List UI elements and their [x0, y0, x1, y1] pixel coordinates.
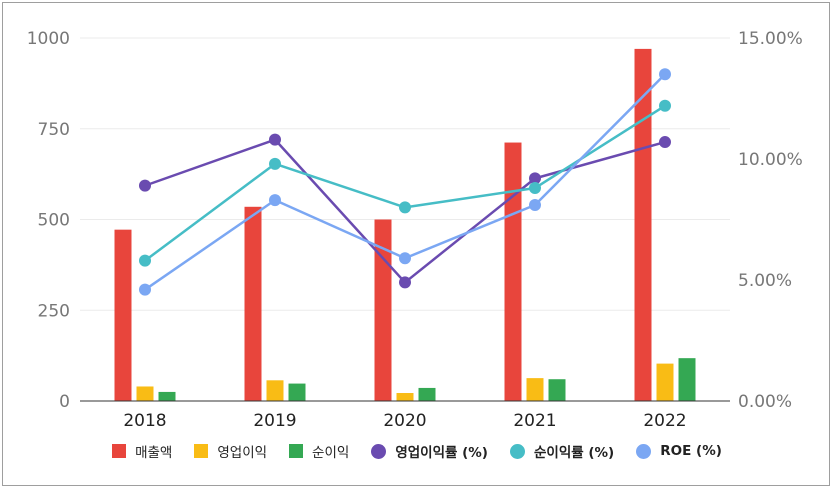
series-point: [529, 198, 541, 211]
legend-marker: [509, 443, 525, 459]
line-series: [139, 68, 671, 296]
legend-label: 영업이익률 (%): [395, 445, 488, 461]
series-point: [529, 172, 541, 185]
series-point: [269, 157, 281, 170]
legend-swatch: [112, 444, 127, 458]
y-right-tick-label: 0.00%: [738, 392, 792, 412]
series-point: [659, 68, 671, 81]
bar: [244, 206, 262, 401]
series-point: [659, 136, 671, 149]
y-right-tick-label: 15.00%: [738, 29, 803, 49]
bar: [656, 363, 674, 401]
series-point: [139, 283, 151, 296]
legend-swatch: [289, 444, 304, 458]
legend-label: 영업이익: [217, 445, 268, 461]
legend-item-net-profit[interactable]: 순이익: [289, 441, 349, 461]
bar: [678, 358, 696, 401]
y-left-tick-label: 0: [59, 392, 70, 412]
x-tick-labels: 2018 2019 2020 2021 2022: [123, 411, 686, 431]
series-point: [269, 133, 281, 146]
legend-label: 순이익률 (%): [533, 445, 615, 461]
legend-label: ROE (%): [660, 443, 722, 459]
legend-item-operating-margin[interactable]: 영업이익률 (%): [371, 441, 488, 461]
bar: [158, 391, 176, 401]
legend-swatch: [194, 444, 209, 458]
legend-marker: [636, 443, 652, 459]
bar: [266, 380, 284, 401]
series-point: [659, 99, 671, 112]
bar: [634, 48, 652, 401]
series-point: [399, 276, 411, 289]
combo-chart: 0 250 500 750 1000 0.00% 5.00% 10.00% 15.00% 20…: [27, 29, 803, 431]
legend-item-operating-profit[interactable]: 영업이익: [194, 441, 267, 461]
bar: [526, 378, 544, 401]
series-point: [529, 182, 541, 195]
grid-lines: [80, 37, 730, 311]
bar: [288, 383, 306, 401]
legend-label: 매출액: [135, 445, 173, 461]
bar: [114, 229, 132, 401]
y-left-tick-label: 750: [38, 120, 70, 140]
x-tick-label: 2019: [253, 411, 296, 431]
series-point: [139, 254, 151, 267]
series-point: [399, 252, 411, 265]
legend-item-net-margin[interactable]: 순이익률 (%): [509, 441, 615, 461]
bar: [548, 379, 566, 401]
y-right-tick-label: 5.00%: [738, 271, 792, 291]
legend-item-sales[interactable]: 매출액: [112, 441, 172, 461]
series-point: [269, 194, 281, 207]
y-right-tick-labels: 0.00% 5.00% 10.00% 15.00%: [738, 29, 803, 412]
y-left-tick-label: 1000: [27, 29, 70, 49]
y-left-tick-label: 250: [38, 301, 70, 321]
x-tick-label: 2022: [643, 411, 686, 431]
bar: [396, 393, 414, 401]
x-tick-label: 2018: [123, 411, 166, 431]
bar: [374, 219, 392, 401]
y-right-tick-label: 10.00%: [738, 150, 803, 170]
x-tick-label: 2021: [513, 411, 556, 431]
legend-label: 순이익: [312, 445, 350, 461]
y-left-tick-labels: 0 250 500 750 1000: [27, 29, 70, 412]
legend-marker: [371, 443, 387, 459]
bar: [504, 142, 522, 401]
legend: 매출액 영업이익 순이익 영업이익률 (%) 순이익률 (%) ROE (%): [0, 441, 834, 461]
bars: [114, 48, 696, 401]
series-point: [139, 179, 151, 192]
bar: [136, 386, 154, 401]
bar: [418, 387, 436, 401]
legend-item-roe[interactable]: ROE (%): [636, 443, 722, 459]
x-tick-label: 2020: [383, 411, 426, 431]
series-point: [399, 201, 411, 214]
y-left-tick-label: 500: [38, 211, 70, 231]
